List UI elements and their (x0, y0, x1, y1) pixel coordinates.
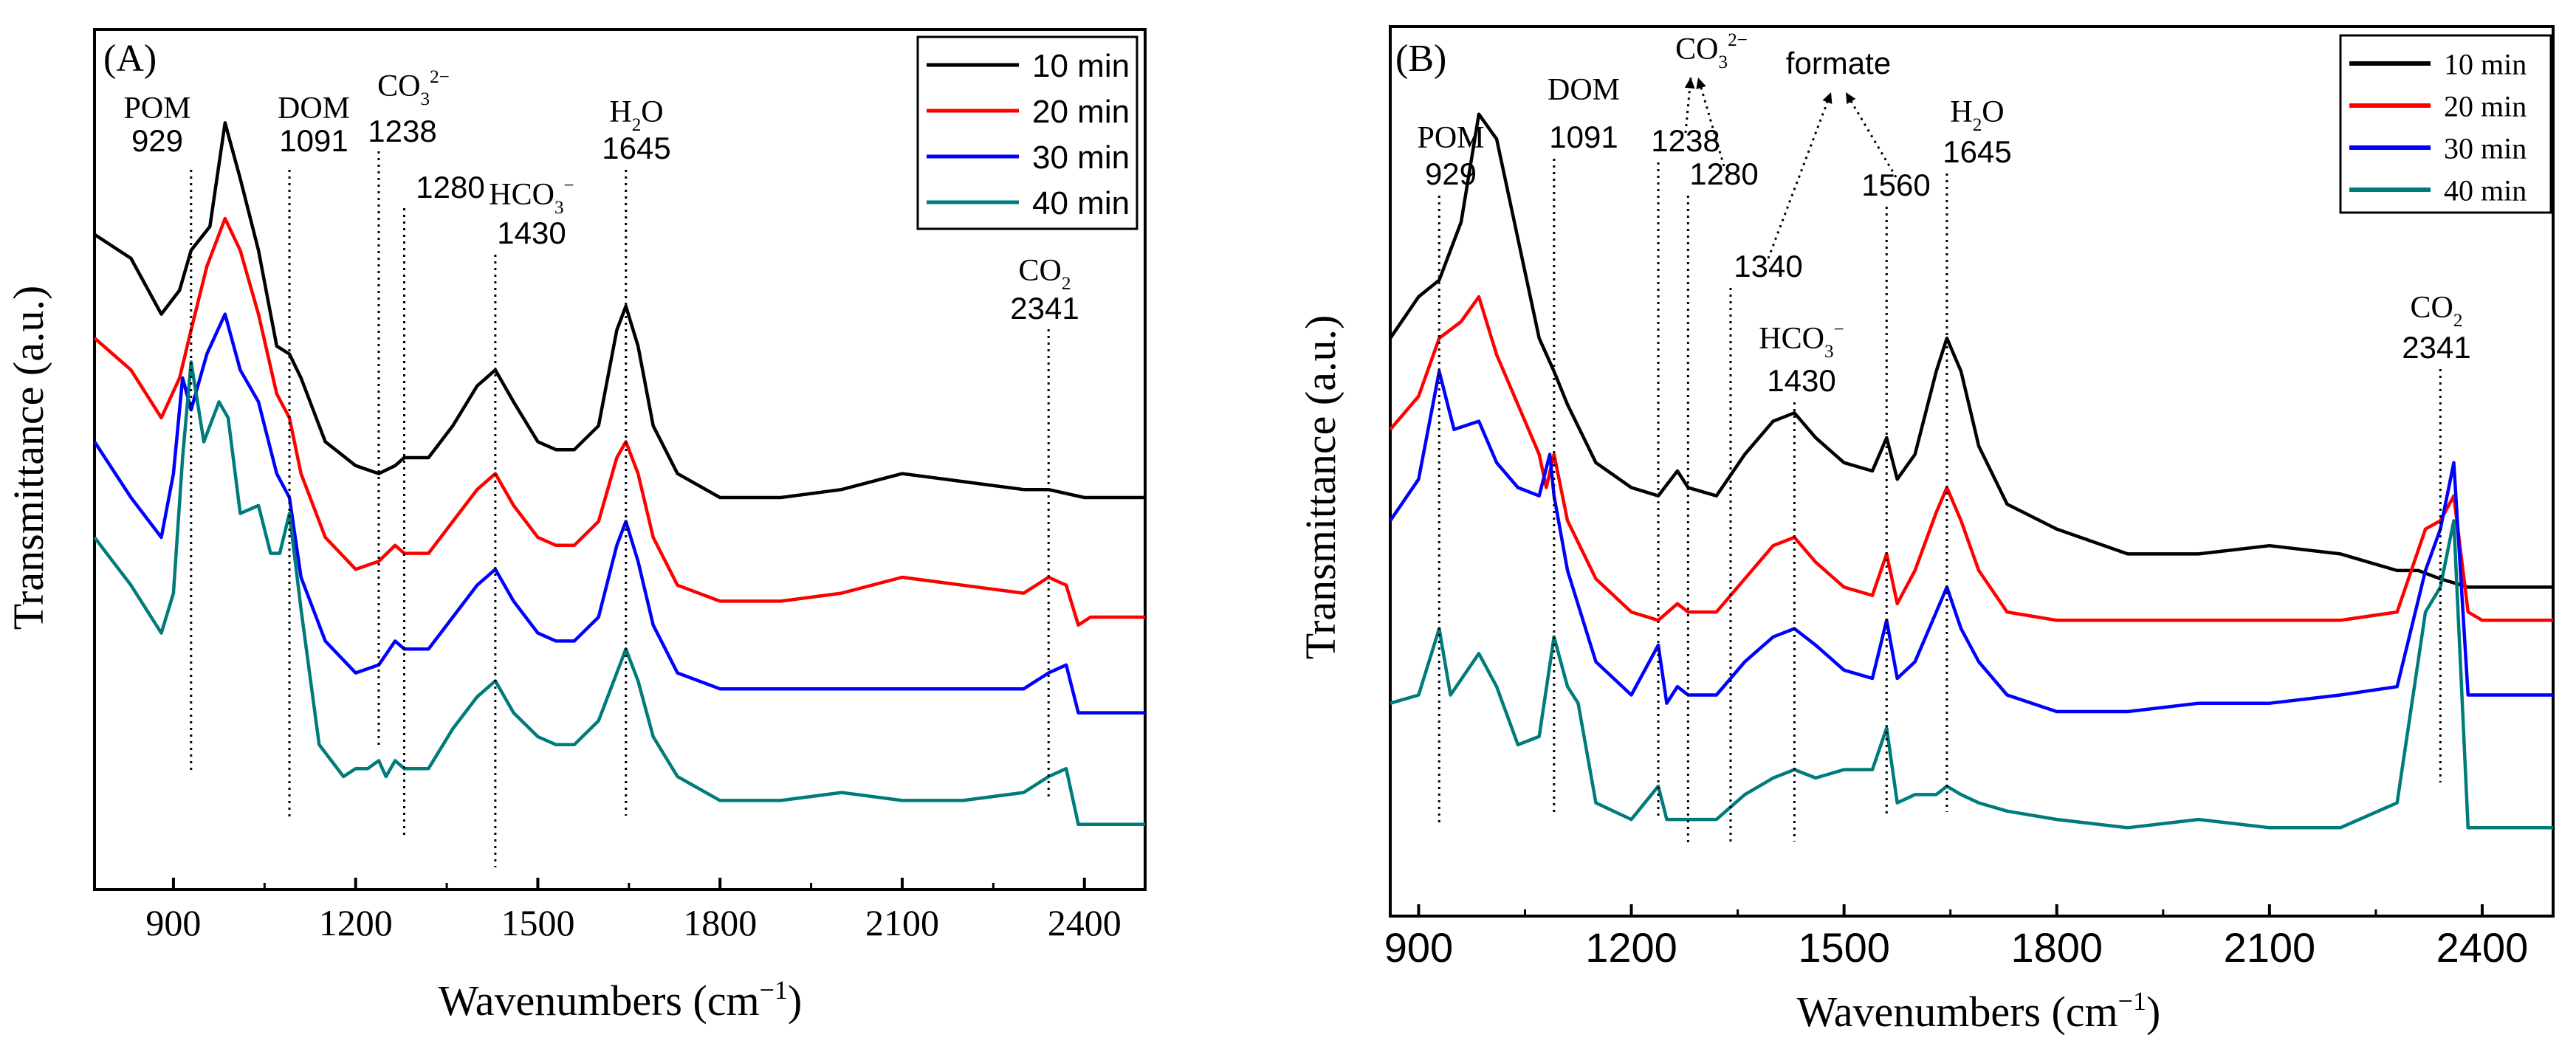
panel-a-legend-entry: 30 min (1032, 140, 1130, 176)
panel-b-series-30-min (1389, 369, 2553, 714)
panel-b-x-axis: 900 1200 1500 1800 2100 2400 (1384, 904, 2529, 971)
panel-a-series-40-min (93, 360, 1145, 827)
panel-a-annotation-carbonate-label: CO32− (377, 67, 450, 109)
panel-b-annotation-bicarbonate-label: HCO3− (1759, 320, 1844, 362)
panel-b-pointer-arrowhead (1696, 78, 1706, 89)
panel-a-annotation-bicarbonate-value: 1430 (497, 216, 566, 250)
panel-b-annotation-formate-label: formate (1786, 46, 1891, 80)
panel-a-annotation-water-value: 1645 (602, 131, 670, 165)
panel-b-legend-entry: 40 min (2444, 173, 2527, 207)
panel-a-x-tick-label: 1800 (683, 902, 757, 943)
panel-a-legend: 10 min 20 min 30 min 40 min (916, 35, 1138, 230)
panel-a-annotation-POM-label: POM (123, 92, 190, 125)
panel-b-annotation-carbonate-label: CO32− (1675, 30, 1748, 72)
panel-b-series-20-min (1389, 295, 2553, 622)
panel-b-x-tick-label: 1500 (1798, 924, 1890, 971)
panel-b-pointer-line (1844, 92, 1897, 178)
panel-b-x-axis-label: Wavenumbers (cm−1) (1797, 986, 2161, 1036)
panel-a-legend-entry: 40 min (1032, 185, 1130, 221)
panel-b-series-10-min (1389, 112, 2553, 589)
panel-b-series-40-min (1390, 519, 2553, 830)
panel-b-annotation-peak-1280-value: 1280 (1689, 156, 1758, 191)
panel-a-label: (A) (103, 38, 157, 80)
panel-a-x-axis: 900 1200 1500 1800 2100 2400 (145, 878, 1122, 943)
panel-b-pointer-arrowhead (1684, 78, 1695, 89)
panel-b-x-tick-label: 1800 (2010, 924, 2103, 971)
panel-b-label: (B) (1395, 38, 1446, 80)
panel-a-series-20-min (93, 216, 1145, 627)
panel-a-annotation-co2-label: CO2 (1019, 254, 1071, 294)
panel-b-annotation-DOM-label: DOM (1548, 73, 1620, 107)
panel-b-pointer-line (1767, 92, 1833, 259)
panel-b-x-tick-label: 2400 (2436, 924, 2529, 971)
panel-a-annotation-water-label: H2O (609, 95, 663, 135)
panel-a-annotation-POM-value: 929 (131, 123, 183, 158)
panel-a-legend-entry: 10 min (1032, 48, 1130, 84)
panel-a-x-axis-label: Wavenumbers (cm−1) (439, 975, 803, 1025)
panel-a-x-tick-label: 2100 (865, 902, 939, 943)
panel-a-frame (93, 28, 1147, 891)
panel-a-annotation-peak-1238-value: 1238 (368, 114, 436, 148)
panel-a-annotation-bicarbonate-label: HCO3− (489, 176, 574, 218)
panel-a-x-tick-label: 1500 (501, 902, 574, 943)
panel-a-y-axis-label: Transmittance (a.u.) (4, 286, 52, 630)
panel-a-series-10-min (93, 121, 1145, 500)
panel-a-annotation-peak-1280-value: 1280 (416, 170, 484, 204)
panel-b-legend: 10 min 20 min 30 min 40 min (2339, 34, 2552, 214)
panel-b-frame (1389, 25, 2555, 918)
panel-a-x-tick-label: 1200 (319, 902, 393, 943)
panel-b-series (1389, 112, 2553, 830)
panel-b-pointer-line (1684, 77, 1692, 134)
panel-b-annotation-POM-label: POM (1417, 121, 1484, 155)
panel-b-annotation-water-value: 1645 (1943, 134, 2011, 169)
panel-b-annotation-POM-value: 929 (1425, 156, 1477, 191)
panel-b-legend-entry: 30 min (2444, 131, 2527, 165)
panel-b-pointer-arrowhead (1846, 92, 1856, 104)
panel-b-annotation-peak-1560-value: 1560 (1861, 168, 1930, 202)
panel-a-series (93, 121, 1145, 827)
panel-a-annotation-DOM-value: 1091 (279, 123, 348, 158)
panel-a-x-tick-label: 900 (145, 902, 201, 943)
panel-b-pointer-arrowhead (1822, 92, 1833, 104)
panel-a-series-30-min (93, 312, 1145, 715)
panel-b-annotation-co2-value: 2341 (2402, 330, 2470, 365)
panel-b-legend-entry: 10 min (2444, 47, 2527, 80)
panel-b-annotation-peak-1340-value: 1340 (1734, 249, 1802, 283)
panel-a-annotation-DOM-label: DOM (278, 92, 350, 125)
panel-b-annotation-bicarbonate-value: 1430 (1767, 363, 1835, 398)
panel-a-legend-entry: 20 min (1032, 94, 1130, 130)
panel-a-annotation-co2-value: 2341 (1010, 291, 1079, 326)
panel-b-legend-entry: 20 min (2444, 89, 2527, 123)
panel-b-annotation-DOM-value: 1091 (1549, 120, 1618, 154)
panel-b-x-tick-label: 2100 (2224, 924, 2316, 971)
panel-b-x-tick-label: 1200 (1585, 924, 1677, 971)
panel-b-y-axis-label: Transmittance (a.u.) (1296, 315, 1344, 660)
panel-a-legend-box (916, 35, 1138, 230)
panel-a-x-tick-label: 2400 (1048, 902, 1122, 943)
panel-b-annotation-peak-1238-value: 1238 (1651, 123, 1720, 158)
panel-b-annotation-water-label: H2O (1950, 95, 2004, 135)
panel-b-annotation-co2-label: CO2 (2411, 291, 2463, 331)
panel-b-x-tick-label: 900 (1384, 924, 1453, 971)
panel-b-pointer-line (1697, 77, 1725, 167)
